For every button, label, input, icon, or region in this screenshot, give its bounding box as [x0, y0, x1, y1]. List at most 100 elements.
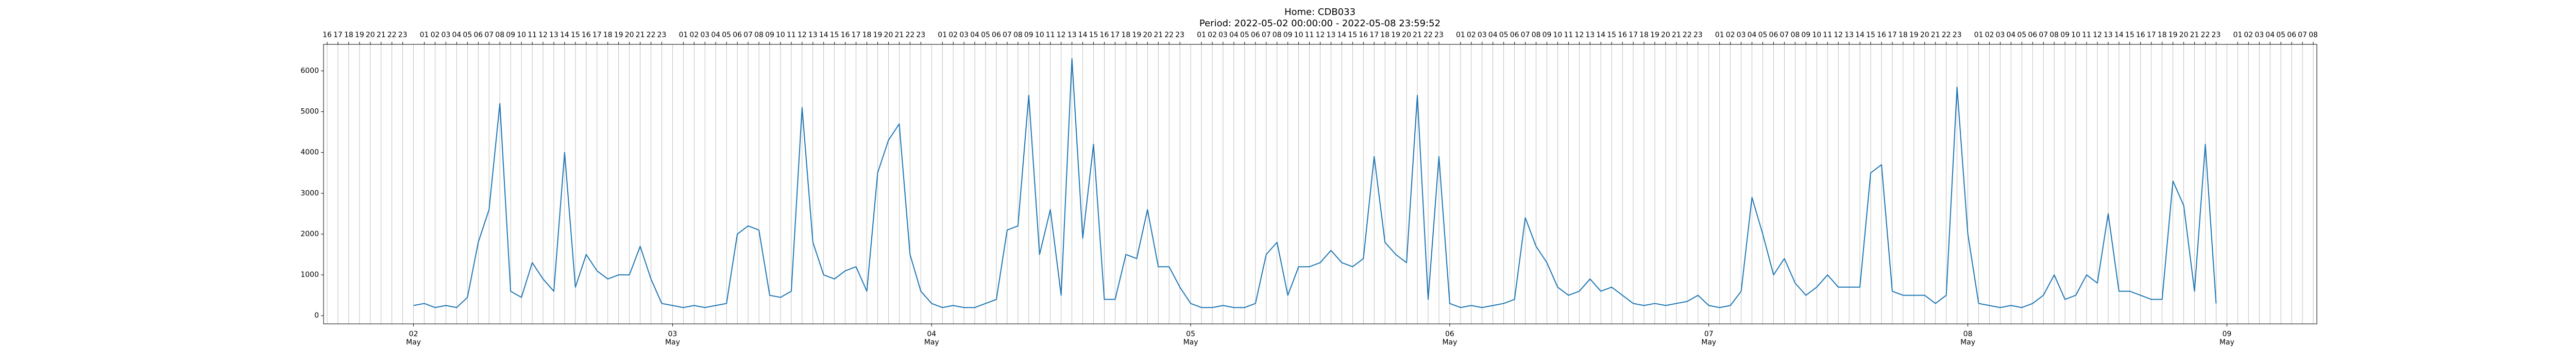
x2-tick-label: 15 [1348, 31, 1357, 39]
x2-tick-label: 16 [2136, 31, 2145, 39]
x2-tick-label: 22 [905, 31, 914, 39]
x2-tick-label: 06 [1769, 31, 1778, 39]
x2-tick-label: 21 [377, 31, 386, 39]
x2-tick-label: 15 [2125, 31, 2134, 39]
x2-tick-label: 07 [1780, 31, 1789, 39]
y-tick-label: 1000 [300, 271, 319, 279]
x2-tick-label: 06 [733, 31, 742, 39]
x2-tick-label: 07 [743, 31, 753, 39]
x2-tick-label: 09 [2060, 31, 2070, 39]
x2-tick-label: 23 [657, 31, 667, 39]
x2-tick-label: 04 [711, 31, 720, 39]
x2-tick-label: 14 [1855, 31, 1865, 39]
x2-tick-label: 03 [700, 31, 709, 39]
x2-tick-label: 21 [1413, 31, 1422, 39]
x2-tick-label: 12 [2093, 31, 2102, 39]
x2-tick-label: 08 [1013, 31, 1023, 39]
x2-tick-label: 10 [2071, 31, 2080, 39]
x2-tick-label: 14 [1337, 31, 1346, 39]
x2-tick-label: 02 [948, 31, 958, 39]
x-tick-label: 06 May [1442, 330, 1457, 347]
x2-tick-label: 11 [1564, 31, 1573, 39]
x2-tick-label: 03 [1478, 31, 1487, 39]
x2-tick-label: 10 [1553, 31, 1563, 39]
x2-tick-label: 04 [2265, 31, 2275, 39]
x2-tick-label: 01 [1974, 31, 1984, 39]
x2-tick-label: 20 [1402, 31, 1411, 39]
x2-tick-label: 17 [333, 31, 343, 39]
x2-tick-label: 05 [463, 31, 472, 39]
x2-tick-label: 03 [2255, 31, 2264, 39]
x2-tick-label: 03 [1737, 31, 1746, 39]
x2-tick-label: 09 [506, 31, 515, 39]
x2-tick-label: 01 [1197, 31, 1206, 39]
x2-tick-label: 01 [938, 31, 947, 39]
x2-tick-label: 21 [636, 31, 645, 39]
x2-tick-label: 17 [1629, 31, 1638, 39]
x2-tick-label: 01 [1456, 31, 1465, 39]
x2-tick-label: 14 [819, 31, 828, 39]
x2-tick-label: 23 [1434, 31, 1444, 39]
x2-tick-label: 03 [1218, 31, 1228, 39]
x2-tick-label: 16 [1100, 31, 1109, 39]
x2-tick-label: 09 [1024, 31, 1033, 39]
x2-tick-label: 13 [1067, 31, 1077, 39]
x2-tick-label: 18 [344, 31, 353, 39]
x2-tick-label: 16 [1877, 31, 1886, 39]
x2-tick-label: 18 [1121, 31, 1130, 39]
x2-tick-label: 16 [1359, 31, 1368, 39]
x2-tick-label: 22 [1423, 31, 1433, 39]
x2-tick-label: 11 [528, 31, 537, 39]
x2-tick-label: 11 [787, 31, 796, 39]
y-tick-label: 2000 [300, 230, 319, 238]
x2-tick-label: 14 [1596, 31, 1605, 39]
x2-tick-label: 05 [981, 31, 990, 39]
y-tick-label: 3000 [300, 189, 319, 198]
x2-tick-label: 09 [765, 31, 774, 39]
x2-tick-label: 13 [1844, 31, 1854, 39]
x2-tick-label: 06 [1510, 31, 1519, 39]
x2-tick-label: 04 [1748, 31, 1757, 39]
x2-tick-label: 19 [873, 31, 883, 39]
x2-tick-label: 09 [1283, 31, 1293, 39]
x2-tick-label: 13 [2104, 31, 2113, 39]
x2-tick-label: 20 [1661, 31, 1670, 39]
x2-tick-label: 18 [603, 31, 613, 39]
x2-tick-label: 18 [862, 31, 872, 39]
x-tick-label: 03 May [665, 330, 680, 347]
x2-tick-label: 15 [1866, 31, 1875, 39]
x2-tick-label: 03 [1996, 31, 2005, 39]
x-tick-label: 09 May [2219, 330, 2234, 347]
x2-tick-label: 10 [776, 31, 785, 39]
x2-tick-label: 18 [1899, 31, 1908, 39]
x2-tick-label: 16 [1618, 31, 1627, 39]
x2-tick-label: 11 [2082, 31, 2091, 39]
x2-tick-label: 02 [1208, 31, 1217, 39]
x2-tick-label: 19 [2168, 31, 2178, 39]
x2-tick-label: 03 [959, 31, 969, 39]
x2-tick-label: 20 [366, 31, 375, 39]
y-tick-label: 0 [314, 311, 319, 320]
x2-tick-label: 07 [2298, 31, 2307, 39]
x2-tick-label: 02 [689, 31, 699, 39]
x2-tick-label: 22 [387, 31, 397, 39]
x2-tick-label: 22 [647, 31, 656, 39]
x2-tick-label: 20 [1920, 31, 1929, 39]
x2-tick-label: 18 [1639, 31, 1649, 39]
x-tick-label: 08 May [1960, 330, 1975, 347]
x2-tick-label: 21 [1931, 31, 1940, 39]
x2-tick-label: 08 [1790, 31, 1800, 39]
x2-tick-label: 21 [1154, 31, 1163, 39]
x2-tick-label: 08 [2049, 31, 2059, 39]
x2-tick-label: 19 [1132, 31, 1141, 39]
x2-tick-label: 07 [2039, 31, 2048, 39]
x2-tick-label: 11 [1823, 31, 1832, 39]
data-line [413, 58, 2217, 308]
x2-tick-label: 05 [2276, 31, 2285, 39]
x2-tick-label: 04 [1488, 31, 1498, 39]
x2-tick-label: 13 [808, 31, 818, 39]
x2-tick-label: 21 [1672, 31, 1681, 39]
x2-tick-label: 04 [970, 31, 979, 39]
x2-tick-label: 19 [1909, 31, 1919, 39]
